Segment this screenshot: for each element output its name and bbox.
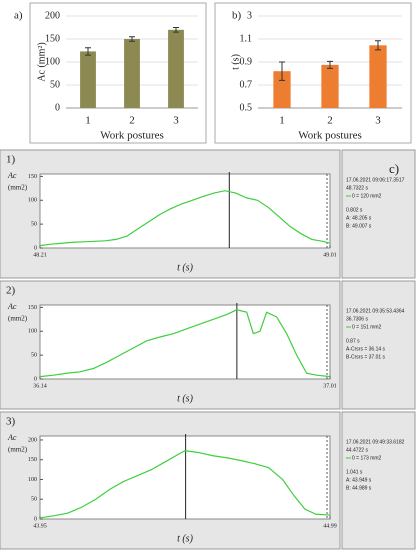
x-tick-label: 3 bbox=[173, 115, 179, 127]
y-tick-label: 0.7 bbox=[240, 79, 253, 90]
info-text: A-Crsrs = 36.14 s bbox=[346, 346, 386, 352]
y-axis-label: Ac (mm²) bbox=[36, 42, 47, 81]
y-axis-unit: (mm2) bbox=[8, 315, 28, 323]
error-bar bbox=[327, 60, 333, 69]
plot-area bbox=[39, 173, 331, 249]
info-text: 0 = 120 mm2 bbox=[352, 193, 382, 199]
bar bbox=[124, 39, 140, 108]
panel-label: 1) bbox=[6, 154, 16, 166]
y-axis-label: Ac bbox=[7, 171, 17, 180]
x-tick-label: 44.99 bbox=[323, 523, 337, 529]
y-tick-label: 0 bbox=[34, 516, 37, 522]
info-text: 1.041 s bbox=[346, 469, 363, 475]
info-text: 17.06.2021 09:49:33.6182 bbox=[346, 439, 405, 445]
bar bbox=[369, 45, 387, 108]
y-tick-label: 0 bbox=[55, 102, 60, 113]
y-tick-label: 100 bbox=[28, 198, 37, 204]
y-tick-label: 100 bbox=[45, 56, 60, 67]
x-axis-label: Work postures bbox=[298, 130, 362, 142]
y-tick-label: 150 bbox=[28, 174, 37, 180]
info-text: A: 43.949 s bbox=[346, 477, 372, 483]
info-text: 0 = 151 mm2 bbox=[352, 324, 382, 330]
bar bbox=[80, 51, 96, 108]
panel-label: 3) bbox=[6, 416, 16, 428]
info-text: 44.4722 s bbox=[346, 447, 368, 453]
x-tick-label: 48.21 bbox=[33, 252, 47, 258]
x-tick-label: 1 bbox=[279, 115, 285, 127]
x-tick-label: 2 bbox=[129, 115, 135, 127]
y-tick-label: 50 bbox=[31, 497, 37, 503]
bar bbox=[273, 71, 291, 108]
data-line bbox=[39, 450, 331, 519]
x-axis-label: t (s) bbox=[177, 393, 194, 404]
x-axis-label: t (s) bbox=[177, 533, 194, 544]
y-tick-label: 50 bbox=[50, 79, 60, 90]
error-bar bbox=[375, 40, 381, 51]
y-tick-label: 200 bbox=[28, 437, 37, 443]
error-bar bbox=[279, 61, 285, 81]
x-tick-label: 43.95 bbox=[33, 523, 47, 529]
y-tick-label: 200 bbox=[45, 10, 60, 21]
y-tick-label: 150 bbox=[28, 457, 37, 463]
info-text: 48.7322 s bbox=[346, 185, 368, 191]
y-axis-unit: (mm2) bbox=[8, 446, 28, 454]
y-tick-label: 1.1 bbox=[240, 33, 253, 44]
y-tick-label: 100 bbox=[28, 329, 37, 335]
info-text: 0.802 s bbox=[346, 207, 363, 213]
data-line bbox=[39, 309, 331, 378]
info-2-frame bbox=[341, 280, 416, 410]
bar bbox=[168, 29, 184, 108]
y-tick-label: 50 bbox=[31, 353, 37, 359]
info-3-frame bbox=[341, 411, 416, 550]
plot-area bbox=[39, 435, 331, 520]
panel-label: a) bbox=[14, 10, 23, 22]
y-tick-label: 0.5 bbox=[240, 102, 253, 113]
plot-area bbox=[39, 304, 331, 380]
info-text: 36.7306 s bbox=[346, 316, 368, 322]
info-text: A: 48.205 s bbox=[346, 215, 372, 221]
x-tick-label: 1 bbox=[85, 115, 91, 127]
info-text: B: 44.989 s bbox=[346, 485, 372, 491]
x-tick-label: 49.01 bbox=[323, 252, 337, 258]
x-tick-label: 3 bbox=[375, 115, 381, 127]
info-text: B: 49.007 s bbox=[346, 223, 372, 229]
error-bar bbox=[85, 47, 91, 56]
bar bbox=[321, 64, 339, 108]
info-text: 17.06.2021 09:06:17.3517 bbox=[346, 177, 405, 183]
info-text: 17.06.2021 09:35:53.4364 bbox=[346, 308, 405, 314]
y-axis-label: t (s) bbox=[230, 54, 241, 70]
y-tick-label: 150 bbox=[45, 33, 60, 44]
y-axis-label: Ac bbox=[7, 302, 17, 311]
y-tick-label: 0.9 bbox=[240, 56, 253, 67]
info-1-frame bbox=[341, 149, 416, 279]
y-tick-label: 150 bbox=[28, 305, 37, 311]
x-tick-label: 37.01 bbox=[323, 383, 337, 389]
data-line bbox=[39, 190, 331, 247]
error-bar bbox=[173, 27, 179, 33]
error-bar bbox=[129, 36, 135, 42]
info-text: B-Crsrs = 37.01 s bbox=[346, 354, 386, 360]
x-axis-label: t (s) bbox=[177, 262, 194, 273]
side-label: c) bbox=[389, 161, 399, 176]
x-axis-label: Work postures bbox=[100, 130, 164, 142]
panel-label: 2) bbox=[6, 285, 16, 297]
y-axis-unit: (mm2) bbox=[8, 184, 28, 192]
info-text: 0.87 s bbox=[346, 338, 360, 344]
y-tick-label: 0 bbox=[34, 245, 37, 251]
x-tick-label: 36.14 bbox=[33, 383, 47, 389]
x-tick-label: 2 bbox=[327, 115, 333, 127]
y-tick-label: 3 bbox=[247, 10, 252, 21]
y-axis-label: Ac bbox=[7, 433, 17, 442]
y-tick-label: 0 bbox=[34, 376, 37, 382]
y-tick-label: 50 bbox=[31, 222, 37, 228]
y-tick-label: 100 bbox=[28, 477, 37, 483]
panel-label: b) bbox=[232, 10, 242, 22]
info-text: 0 = 173 mm2 bbox=[352, 455, 382, 461]
